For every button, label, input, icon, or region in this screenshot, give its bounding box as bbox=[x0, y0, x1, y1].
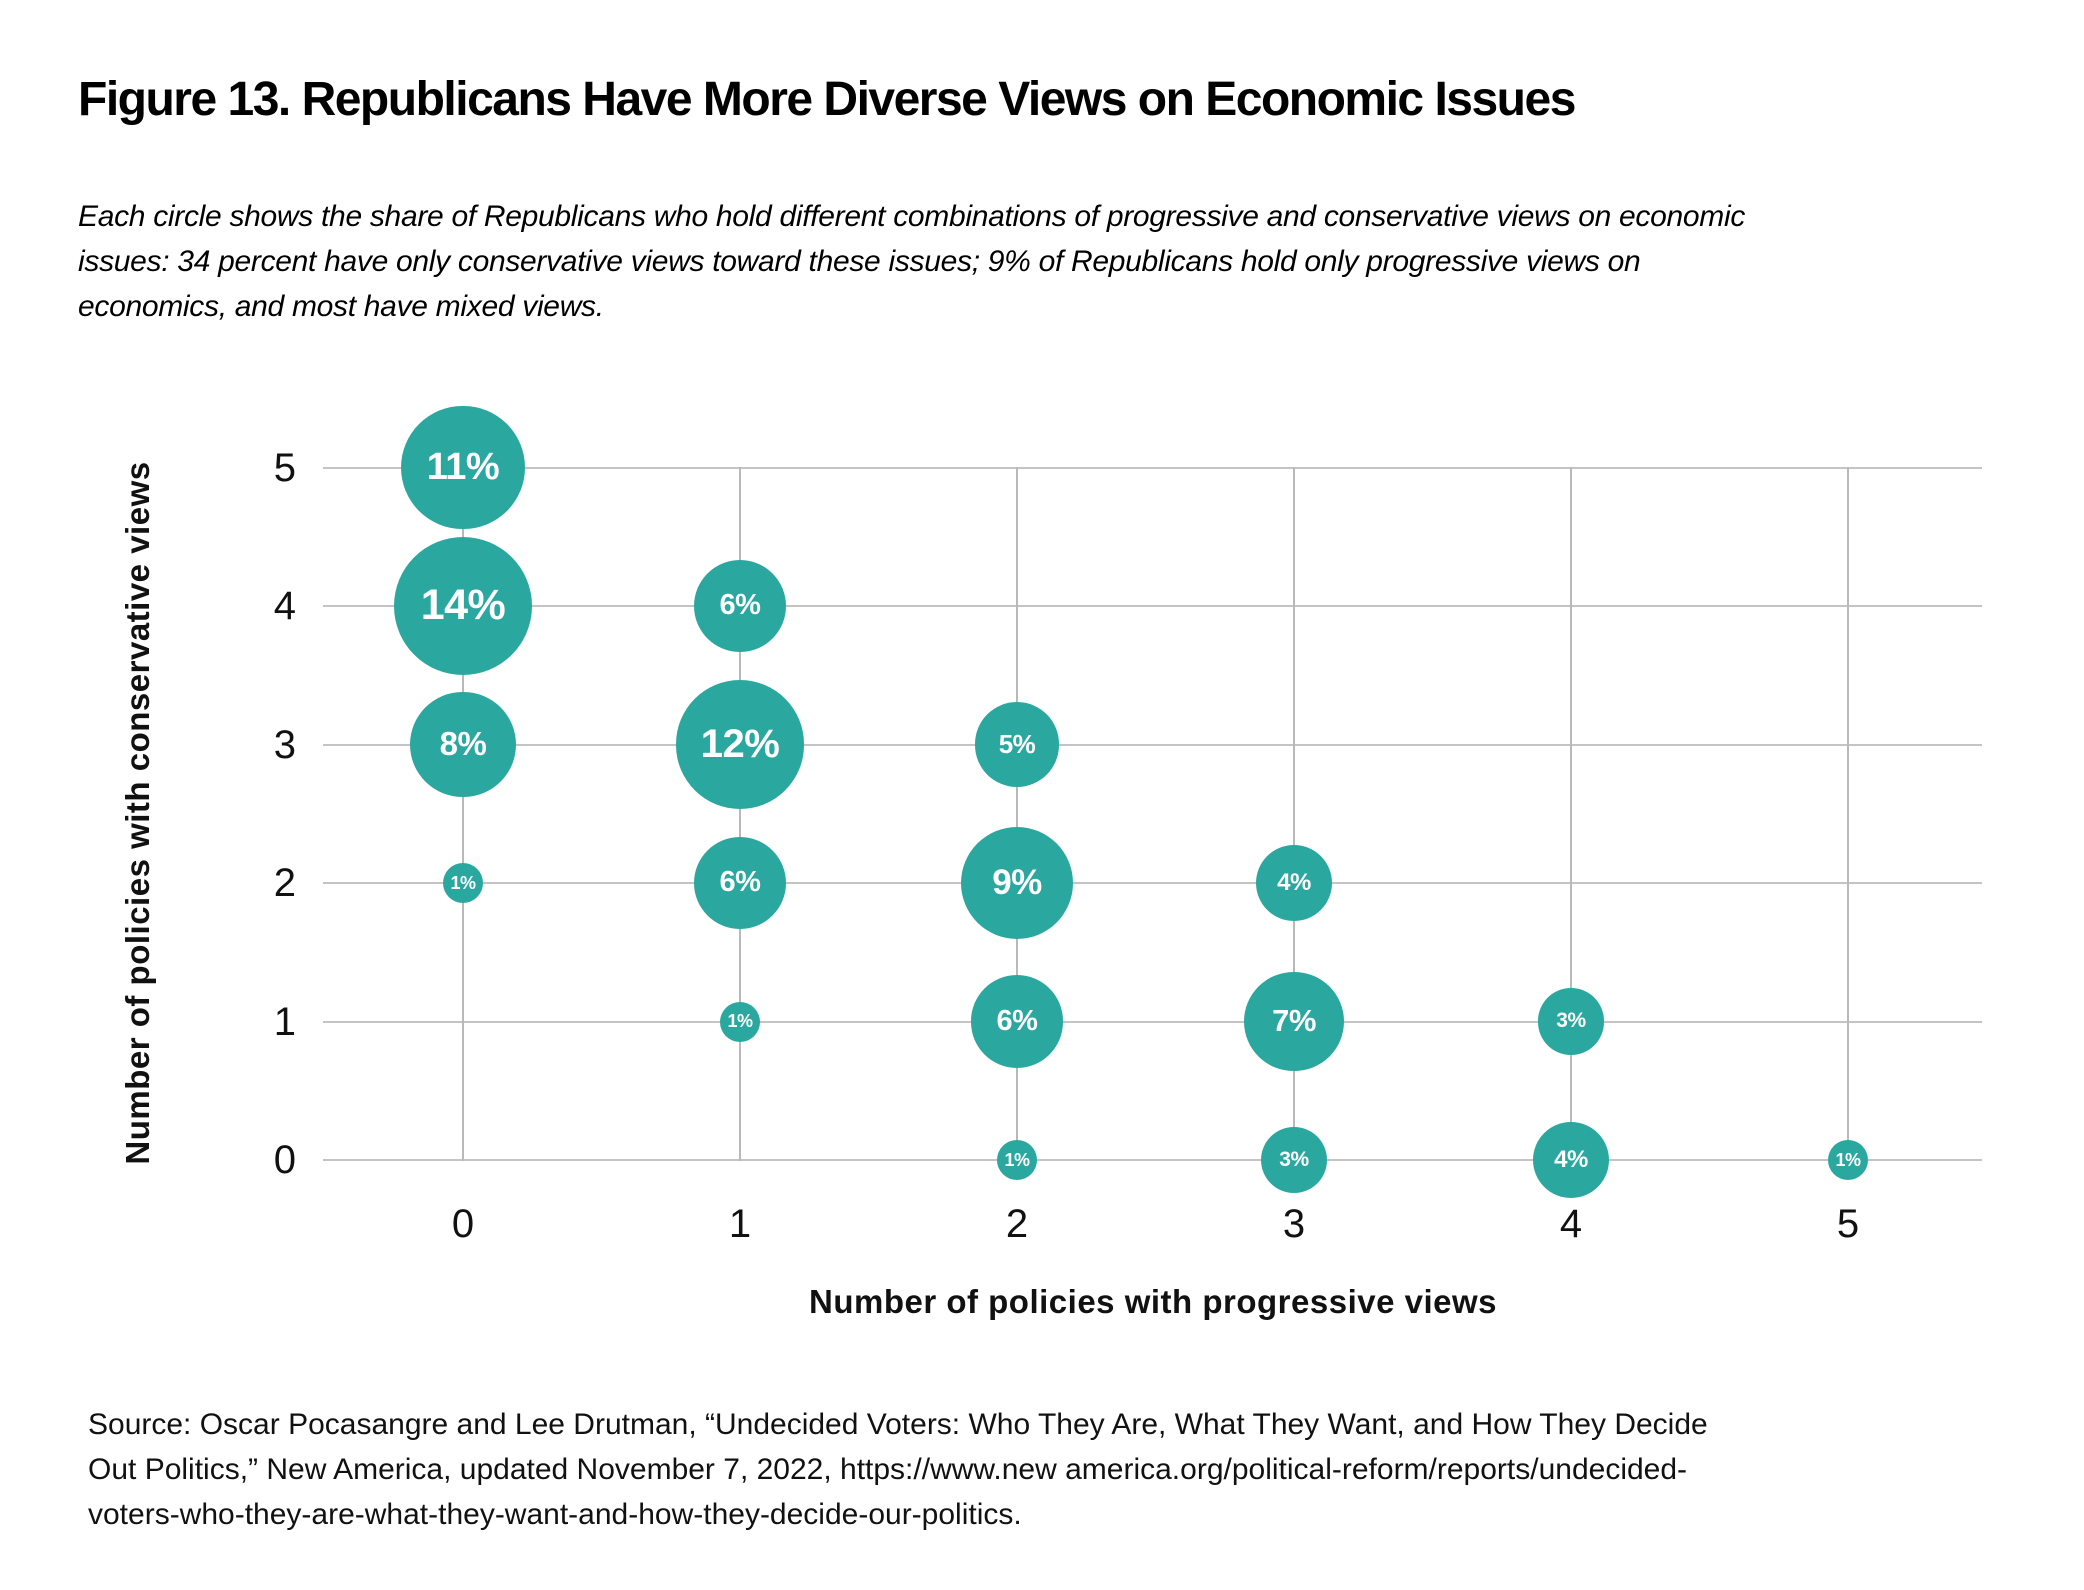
bubble: 1% bbox=[443, 863, 483, 903]
bubble-value-label: 1% bbox=[727, 1011, 753, 1031]
gridline-horizontal bbox=[323, 466, 1982, 469]
bubble-value-label: 11% bbox=[426, 445, 500, 488]
bubble: 9% bbox=[961, 827, 1073, 939]
gridline-vertical bbox=[1016, 466, 1018, 1161]
bubble: 14% bbox=[393, 536, 533, 676]
gridline-horizontal bbox=[323, 743, 1982, 746]
bubble-value-label: 9% bbox=[992, 863, 1042, 902]
figure-title: Figure 13. Republicans Have More Diverse… bbox=[78, 73, 1576, 126]
bubble: 6% bbox=[693, 559, 787, 653]
y-axis-title: Number of policies with conservative vie… bbox=[119, 461, 156, 1165]
figure-description: Each circle shows the share of Republica… bbox=[78, 194, 1745, 329]
x-tick-label: 2 bbox=[1005, 1202, 1029, 1246]
bubble: 7% bbox=[1244, 971, 1344, 1072]
gridline-vertical bbox=[1847, 466, 1849, 1161]
description-line: Each circle shows the share of Republica… bbox=[78, 200, 1746, 233]
x-tick-label: 3 bbox=[1282, 1202, 1306, 1246]
bubble-value-label: 4% bbox=[1554, 1146, 1588, 1173]
bubble-value-label: 1% bbox=[1835, 1149, 1861, 1170]
bubble-value-label: 1% bbox=[450, 872, 476, 893]
bubble-value-label: 3% bbox=[1279, 1147, 1309, 1171]
bubble: 11% bbox=[401, 405, 525, 530]
bubble: 1% bbox=[997, 1140, 1037, 1180]
y-tick-label: 2 bbox=[273, 861, 296, 905]
x-tick-label: 0 bbox=[451, 1202, 475, 1246]
source-note: Source: Oscar Pocasangre and Lee Drutman… bbox=[88, 1402, 1708, 1537]
bubble: 4% bbox=[1533, 1122, 1609, 1198]
bubble: 3% bbox=[1260, 1126, 1328, 1194]
bubble-value-label: 6% bbox=[719, 589, 761, 622]
source-line: Out Politics,” New America, updated Nove… bbox=[88, 1453, 1688, 1486]
x-tick-label: 5 bbox=[1836, 1202, 1860, 1246]
gridline-horizontal bbox=[323, 605, 1982, 607]
bubble-value-label: 6% bbox=[996, 1004, 1038, 1037]
bubble: 6% bbox=[693, 836, 787, 930]
gridline-vertical bbox=[462, 466, 464, 1161]
x-tick-label: 1 bbox=[728, 1202, 752, 1246]
y-tick-label: 1 bbox=[273, 999, 296, 1044]
bubble-value-label: 1% bbox=[1004, 1149, 1030, 1170]
x-axis-title: Number of policies with progressive view… bbox=[808, 1283, 1498, 1320]
gridline-vertical bbox=[739, 466, 741, 1161]
gridline-horizontal bbox=[323, 882, 1982, 884]
y-tick-label: 5 bbox=[273, 445, 296, 490]
bubble: 1% bbox=[720, 1001, 760, 1042]
gridline-vertical bbox=[1293, 466, 1295, 1161]
bubble-value-label: 4% bbox=[1277, 869, 1311, 896]
bubble-value-label: 14% bbox=[420, 581, 506, 630]
source-line: voters-who-they-are-what-they-want-and-h… bbox=[88, 1498, 1022, 1531]
bubble: 3% bbox=[1537, 988, 1605, 1055]
source-line: Source: Oscar Pocasangre and Lee Drutman… bbox=[88, 1408, 1708, 1441]
bubble: 5% bbox=[974, 702, 1060, 787]
y-tick-label: 0 bbox=[273, 1138, 296, 1182]
description-line: issues: 34 percent have only conservativ… bbox=[78, 245, 1641, 278]
bubble: 6% bbox=[970, 975, 1064, 1068]
bubble-value-label: 12% bbox=[700, 721, 780, 766]
gridline-vertical bbox=[1570, 466, 1572, 1161]
bubble: 12% bbox=[675, 680, 805, 809]
y-tick-label: 3 bbox=[273, 722, 296, 767]
bubble-value-label: 5% bbox=[998, 728, 1036, 759]
gridline-horizontal bbox=[323, 1159, 1982, 1161]
bubble: 1% bbox=[1828, 1140, 1868, 1180]
y-tick-label: 4 bbox=[273, 584, 296, 628]
description-line: economics, and most have mixed views. bbox=[78, 290, 604, 323]
bubble: 8% bbox=[410, 691, 516, 798]
bubble-value-label: 3% bbox=[1556, 1009, 1586, 1033]
bubble-value-label: 8% bbox=[439, 725, 487, 763]
bubble-value-label: 6% bbox=[719, 866, 761, 899]
bubble: 4% bbox=[1256, 845, 1332, 921]
x-tick-label: 4 bbox=[1559, 1202, 1583, 1246]
gridline-horizontal bbox=[323, 1020, 1982, 1023]
bubble-value-label: 7% bbox=[1272, 1003, 1316, 1039]
